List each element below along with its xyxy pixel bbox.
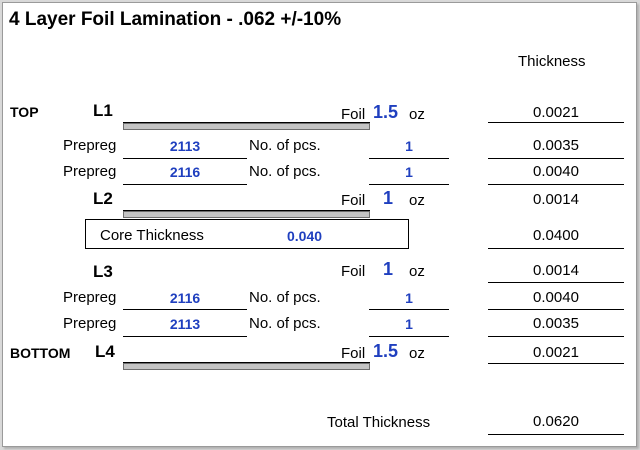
prepreg-3-type[interactable]: 2116	[169, 290, 201, 306]
layer-l3-label: L3	[93, 262, 113, 281]
prepreg-2-label: Prepreg	[63, 163, 117, 180]
prepreg-4-pcs-label: No. of pcs.	[249, 315, 321, 332]
prepreg-4-pcs[interactable]: 1	[405, 316, 413, 332]
l1-thickness-underline	[488, 122, 624, 123]
total-thickness-label: Total Thickness	[327, 414, 431, 431]
prepreg-2-pcs-label: No. of pcs.	[249, 163, 321, 180]
bottom-side-label: BOTTOM	[10, 345, 71, 361]
prepreg-1-pcs-underline	[369, 158, 449, 159]
l1-oz-unit: oz	[409, 106, 425, 123]
prepreg-4-label: Prepreg	[63, 315, 117, 332]
l4-foil-weight[interactable]: 1.5	[373, 341, 399, 361]
prepreg-2-type[interactable]: 2116	[169, 164, 201, 180]
l2-thickness: 0.0014	[533, 191, 579, 208]
prepreg-4-type[interactable]: 2113	[169, 316, 201, 332]
prepreg-4-thickness: 0.0035	[533, 315, 579, 332]
prepreg-3-label: Prepreg	[63, 289, 117, 306]
l3-foil-label: Foil	[341, 263, 366, 280]
l2-foil-bar	[123, 211, 370, 218]
layer-l2-label: L2	[93, 189, 113, 208]
page-title: 4 Layer Foil Lamination - .062 +/-10%	[9, 9, 342, 30]
l1-foil-bar	[123, 123, 370, 130]
prepreg-4-pcs-underline	[369, 336, 449, 337]
layer-l1-label: L1	[93, 101, 113, 120]
prepreg-1-thickness-underline	[488, 158, 624, 159]
prepreg-1-type-underline	[123, 158, 247, 159]
prepreg-1-pcs-label: No. of pcs.	[249, 137, 321, 154]
prepreg-3-pcs-underline	[369, 309, 449, 310]
prepreg-3-type-underline	[123, 309, 247, 310]
prepreg-2-thickness: 0.0040	[533, 163, 579, 180]
total-thickness-underline	[488, 434, 624, 435]
thickness-column-header: Thickness	[518, 53, 586, 70]
l4-thickness: 0.0021	[533, 344, 579, 361]
l4-thickness-underline	[488, 363, 624, 364]
prepreg-3-pcs[interactable]: 1	[405, 290, 413, 306]
prepreg-2-thickness-underline	[488, 184, 624, 185]
top-side-label: TOP	[10, 104, 39, 120]
prepreg-2-pcs-underline	[369, 184, 449, 185]
total-thickness-value: 0.0620	[533, 413, 579, 430]
prepreg-4-thickness-underline	[488, 336, 624, 337]
l3-thickness-underline	[488, 282, 624, 283]
core-thickness-value[interactable]: 0.040	[287, 228, 323, 244]
prepreg-4-type-underline	[123, 336, 247, 337]
l1-underline	[123, 122, 370, 123]
prepreg-1-label: Prepreg	[63, 137, 117, 154]
core-thickness-result: 0.0400	[533, 227, 579, 244]
prepreg-3-pcs-label: No. of pcs.	[249, 289, 321, 306]
l2-foil-weight[interactable]: 1	[383, 188, 394, 208]
prepreg-3-thickness-underline	[488, 309, 624, 310]
core-thickness-box	[85, 219, 409, 249]
prepreg-3-thickness: 0.0040	[533, 289, 579, 306]
prepreg-1-type[interactable]: 2113	[169, 138, 201, 154]
l1-thickness: 0.0021	[533, 104, 579, 121]
l2-underline	[123, 210, 370, 211]
l1-foil-weight[interactable]: 1.5	[373, 102, 399, 122]
l2-oz-unit: oz	[409, 192, 425, 209]
layer-l4-label: L4	[95, 342, 115, 361]
prepreg-2-type-underline	[123, 184, 247, 185]
core-thickness-label: Core Thickness	[100, 227, 204, 244]
l3-thickness: 0.0014	[533, 262, 579, 279]
l4-underline	[123, 362, 370, 363]
l3-foil-weight[interactable]: 1	[383, 259, 394, 279]
prepreg-1-pcs[interactable]: 1	[405, 138, 413, 154]
core-thickness-underline	[488, 248, 624, 249]
prepreg-2-pcs[interactable]: 1	[405, 164, 413, 180]
l3-oz-unit: oz	[409, 263, 425, 280]
prepreg-1-thickness: 0.0035	[533, 137, 579, 154]
l4-foil-label: Foil	[341, 345, 366, 362]
l2-foil-label: Foil	[341, 192, 366, 209]
l4-foil-bar	[123, 363, 370, 370]
l1-foil-label: Foil	[341, 106, 366, 123]
l4-oz-unit: oz	[409, 345, 425, 362]
